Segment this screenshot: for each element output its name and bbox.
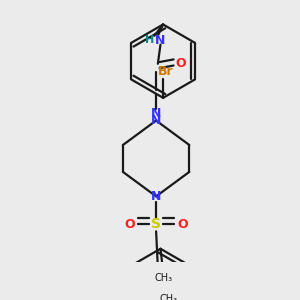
Text: O: O — [124, 218, 135, 231]
Text: H: H — [146, 35, 154, 45]
Text: N: N — [151, 107, 161, 120]
Text: N: N — [151, 114, 161, 127]
Text: N: N — [151, 190, 161, 203]
Text: N: N — [155, 34, 166, 47]
Text: CH₃: CH₃ — [154, 273, 172, 283]
Text: S: S — [151, 217, 161, 231]
Text: O: O — [177, 218, 188, 231]
Text: CH₃: CH₃ — [160, 294, 178, 300]
Text: O: O — [175, 57, 186, 70]
Text: Br: Br — [158, 65, 173, 78]
